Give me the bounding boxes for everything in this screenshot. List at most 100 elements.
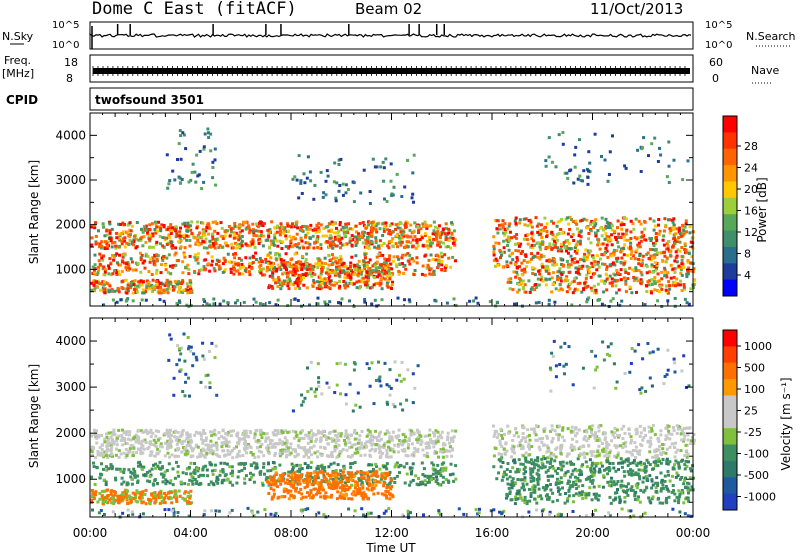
range-cell (638, 254, 642, 258)
range-cell (165, 287, 169, 291)
range-cell (236, 299, 240, 302)
range-cell (211, 449, 215, 453)
range-cell (654, 266, 658, 270)
range-cell (354, 254, 358, 258)
range-cell (252, 228, 255, 232)
range-cell (401, 228, 405, 232)
range-cell (98, 262, 102, 266)
range-cell (397, 269, 401, 273)
range-cell (298, 280, 302, 284)
range-cell (276, 430, 280, 434)
range-cell (93, 263, 97, 267)
range-cell (293, 274, 297, 277)
range-cell (181, 440, 185, 444)
range-cell (261, 234, 265, 238)
range-cell (539, 255, 543, 259)
range-cell (517, 249, 521, 253)
range-cell (598, 298, 602, 301)
range-cell (688, 225, 692, 229)
range-cell (606, 255, 610, 259)
range-cell (178, 129, 182, 133)
range-cell (547, 155, 551, 159)
range-cell (266, 238, 270, 242)
range-cell (363, 300, 367, 304)
range-cell (118, 467, 122, 471)
range-cell (652, 279, 656, 283)
range-cell (298, 274, 302, 278)
range-cell (156, 254, 160, 258)
range-cell (269, 256, 273, 260)
range-cell (340, 236, 344, 240)
range-cell (680, 255, 684, 258)
range-cell (427, 445, 431, 449)
range-cell (652, 265, 656, 268)
range-cell (620, 227, 624, 231)
range-cell (582, 169, 586, 173)
range-cell (553, 239, 556, 243)
range-cell (110, 445, 114, 449)
range-cell (640, 230, 644, 234)
range-cell (238, 224, 242, 228)
range-cell (507, 277, 511, 281)
range-cell (174, 429, 177, 433)
range-cell (435, 475, 438, 479)
range-cell (303, 224, 307, 228)
range-cell (533, 267, 537, 271)
range-cell (364, 261, 368, 265)
range-cell (103, 489, 107, 493)
range-cell (513, 235, 517, 239)
range-cell (267, 451, 271, 455)
range-cell (260, 450, 264, 454)
range-cell (316, 431, 320, 435)
range-cell (645, 271, 649, 275)
range-cell (90, 236, 94, 240)
range-cell (391, 245, 395, 249)
range-cell (120, 482, 124, 486)
range-cell (591, 265, 595, 269)
range-cell (257, 260, 261, 264)
range-cell (115, 236, 119, 240)
range-cell (319, 223, 323, 227)
range-cell (163, 283, 167, 287)
range-cell (347, 222, 351, 226)
range-cell (346, 228, 350, 232)
range-cell (378, 239, 382, 243)
range-cell (234, 231, 238, 235)
range-cell (547, 136, 551, 140)
range-cell (672, 217, 676, 221)
range-cell (93, 226, 97, 230)
range-cell (426, 224, 430, 228)
range-cell (590, 289, 594, 293)
range-cell (625, 238, 629, 242)
range-cell (377, 266, 381, 270)
range-cell (159, 242, 162, 246)
range-cell (217, 264, 221, 268)
range-cell (454, 259, 457, 263)
range-cell (407, 443, 411, 447)
range-cell (132, 268, 135, 272)
range-cell (223, 461, 227, 465)
range-cell (445, 455, 449, 458)
range-cell (552, 259, 556, 263)
range-cell (260, 436, 264, 440)
range-cell (218, 266, 222, 270)
range-cell (241, 454, 245, 457)
range-cell (277, 281, 281, 284)
range-cell (297, 262, 301, 266)
range-cell (338, 266, 342, 270)
range-cell (123, 437, 127, 441)
range-cell (300, 277, 303, 281)
range-cell (410, 196, 414, 200)
range-cell (397, 257, 401, 261)
range-cell (376, 275, 379, 279)
range-cell (150, 467, 154, 471)
range-cell (148, 223, 152, 227)
range-cell (248, 430, 252, 433)
range-cell (605, 235, 609, 239)
range-cell (553, 245, 557, 249)
range-cell (527, 219, 531, 223)
range-cell (552, 243, 556, 246)
range-cell (131, 491, 135, 495)
range-cell (126, 223, 130, 227)
range-cell (597, 238, 601, 242)
